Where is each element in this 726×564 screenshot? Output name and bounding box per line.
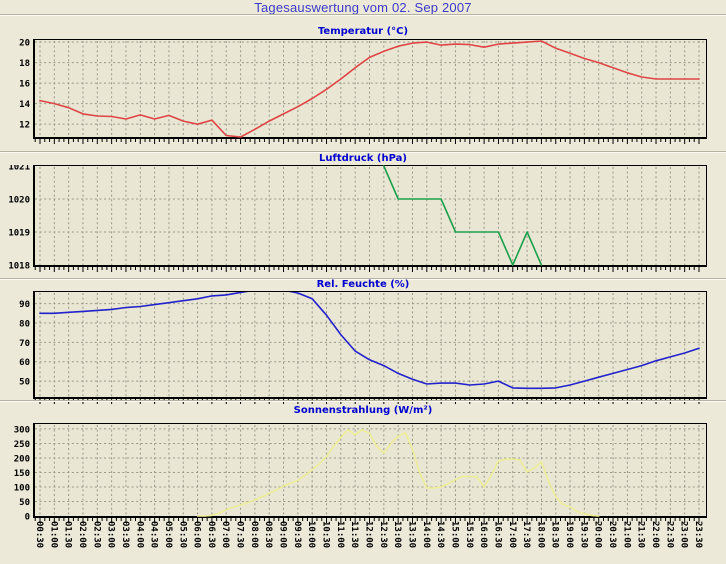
svg-text:14:30: 14:30 bbox=[435, 521, 445, 548]
svg-text:12:30: 12:30 bbox=[378, 521, 388, 548]
svg-text:17:30: 17:30 bbox=[521, 521, 531, 548]
svg-text:06:00: 06:00 bbox=[192, 521, 202, 548]
radiation-chart-plot: 0 50 100 150 200 250 300 bbox=[14, 423, 707, 523]
svg-text:60: 60 bbox=[19, 358, 30, 368]
section-divider bbox=[0, 14, 726, 16]
svg-text:01:00: 01:00 bbox=[48, 521, 58, 548]
svg-text:03:30: 03:30 bbox=[120, 521, 130, 548]
humidity-chart-title: Rel. Feuchte (%) bbox=[316, 279, 410, 290]
svg-text:07:30: 07:30 bbox=[235, 521, 245, 548]
temperature-chart-title: Temperatur (°C) bbox=[317, 26, 409, 37]
svg-text:10:00: 10:00 bbox=[306, 521, 316, 548]
section-divider bbox=[0, 400, 726, 402]
svg-text:02:30: 02:30 bbox=[91, 521, 101, 548]
svg-text:23:30: 23:30 bbox=[693, 521, 703, 548]
svg-text:17:00: 17:00 bbox=[507, 521, 517, 548]
svg-text:21:00: 21:00 bbox=[621, 521, 631, 548]
svg-text:0: 0 bbox=[25, 513, 30, 523]
svg-text:90: 90 bbox=[19, 300, 30, 310]
svg-text:12:00: 12:00 bbox=[364, 521, 374, 548]
pressure-chart-plot: 1018 1019 1020 1021 bbox=[8, 165, 707, 272]
svg-text:13:00: 13:00 bbox=[392, 521, 402, 548]
svg-text:15:30: 15:30 bbox=[464, 521, 474, 548]
svg-text:05:00: 05:00 bbox=[163, 521, 173, 548]
svg-text:00:30: 00:30 bbox=[34, 521, 44, 548]
radiation-chart-title: Sonnenstrahlung (W/m²) bbox=[293, 405, 433, 416]
svg-text:02:00: 02:00 bbox=[77, 521, 87, 548]
svg-text:04:00: 04:00 bbox=[134, 521, 144, 548]
section-divider bbox=[0, 278, 726, 280]
humidity-chart-plot: 50 60 70 80 90 bbox=[19, 291, 707, 404]
svg-text:19:00: 19:00 bbox=[564, 521, 574, 548]
svg-text:22:30: 22:30 bbox=[664, 521, 674, 548]
svg-text:23:00: 23:00 bbox=[679, 521, 689, 548]
svg-text:18:30: 18:30 bbox=[550, 521, 560, 548]
svg-text:11:00: 11:00 bbox=[335, 521, 345, 548]
svg-text:08:00: 08:00 bbox=[249, 521, 259, 548]
svg-text:200: 200 bbox=[14, 454, 30, 464]
svg-text:16:00: 16:00 bbox=[478, 521, 488, 548]
svg-text:14: 14 bbox=[19, 100, 30, 110]
svg-text:20:30: 20:30 bbox=[607, 521, 617, 548]
svg-text:09:30: 09:30 bbox=[292, 521, 302, 548]
svg-text:1019: 1019 bbox=[8, 229, 30, 239]
svg-text:18: 18 bbox=[19, 59, 30, 69]
pressure-chart-title: Luftdruck (hPa) bbox=[319, 153, 407, 164]
svg-text:20:00: 20:00 bbox=[593, 521, 603, 548]
svg-text:50: 50 bbox=[19, 378, 30, 388]
temperature-chart-plot: 12 14 16 18 20 bbox=[19, 39, 707, 144]
svg-text:1018: 1018 bbox=[8, 262, 30, 272]
svg-text:13:30: 13:30 bbox=[407, 521, 417, 548]
svg-text:04:30: 04:30 bbox=[149, 521, 159, 548]
svg-text:07:00: 07:00 bbox=[220, 521, 230, 548]
svg-text:03:00: 03:00 bbox=[106, 521, 116, 548]
svg-text:100: 100 bbox=[14, 483, 30, 493]
svg-text:20: 20 bbox=[19, 39, 30, 49]
svg-text:06:30: 06:30 bbox=[206, 521, 216, 548]
svg-text:1020: 1020 bbox=[8, 196, 30, 206]
svg-text:01:30: 01:30 bbox=[63, 521, 73, 548]
svg-text:1021: 1021 bbox=[8, 165, 30, 173]
svg-text:16:30: 16:30 bbox=[492, 521, 502, 548]
page-title: Tagesauswertung vom 02. Sep 2007 bbox=[254, 0, 472, 15]
svg-text:70: 70 bbox=[19, 339, 30, 349]
svg-text:150: 150 bbox=[14, 469, 30, 479]
svg-text:10:30: 10:30 bbox=[321, 521, 331, 548]
svg-text:18:00: 18:00 bbox=[535, 521, 545, 548]
svg-text:250: 250 bbox=[14, 440, 30, 450]
svg-text:11:30: 11:30 bbox=[349, 521, 359, 548]
svg-text:19:30: 19:30 bbox=[578, 521, 588, 548]
svg-text:12: 12 bbox=[19, 121, 30, 131]
time-axis-labels: 00:30 01:00 01:30 02:00 02:30 03:00 03:30 04:00… bbox=[34, 521, 703, 548]
svg-text:21:30: 21:30 bbox=[636, 521, 646, 548]
svg-text:15:00: 15:00 bbox=[450, 521, 460, 548]
svg-text:300: 300 bbox=[14, 425, 30, 435]
svg-text:14:00: 14:00 bbox=[421, 521, 431, 548]
svg-text:08:30: 08:30 bbox=[263, 521, 273, 548]
section-divider bbox=[0, 151, 726, 153]
svg-text:50: 50 bbox=[19, 498, 30, 508]
svg-text:80: 80 bbox=[19, 319, 30, 329]
svg-text:16: 16 bbox=[19, 80, 30, 90]
svg-text:22:00: 22:00 bbox=[650, 521, 660, 548]
svg-text:09:00: 09:00 bbox=[278, 521, 288, 548]
svg-text:05:30: 05:30 bbox=[177, 521, 187, 548]
